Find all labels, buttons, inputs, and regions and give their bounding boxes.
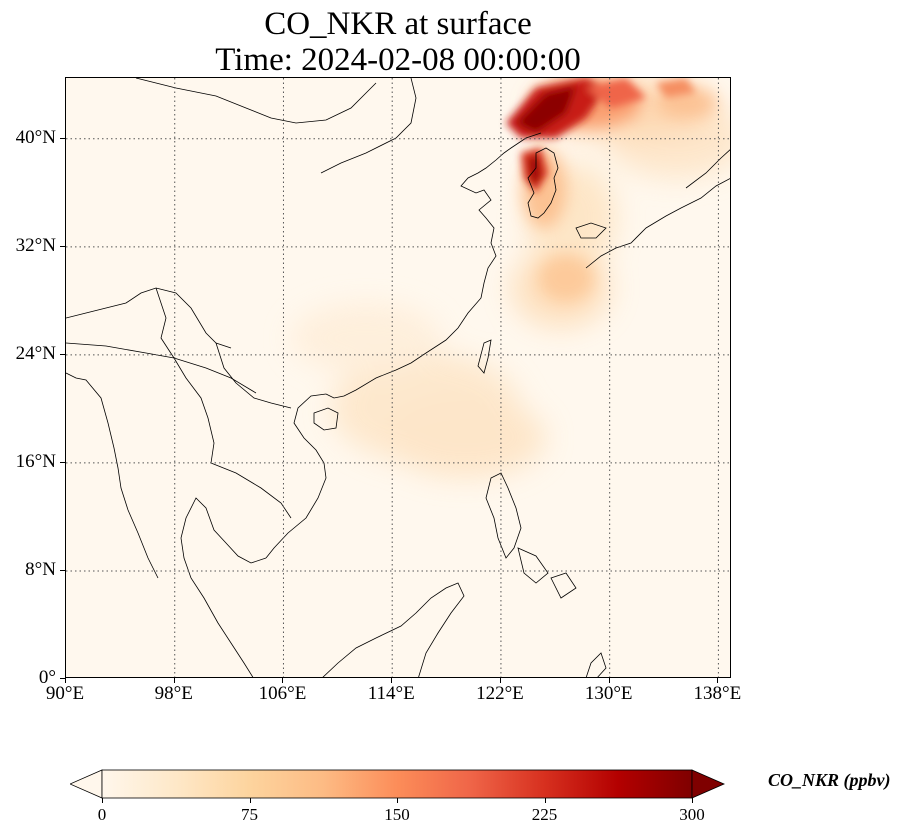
lon-tick-label: 122°E [476, 683, 524, 704]
lat-tick-mark [60, 678, 65, 679]
lat-tick-label: 24°N [15, 342, 56, 364]
lat-tick-mark [60, 353, 65, 355]
lat-tick-label: 16°N [15, 450, 56, 472]
lon-tick-label: 130°E [584, 683, 633, 704]
lon-tick-mark [65, 678, 66, 683]
colorbar-tick-label: 0 [97, 805, 107, 824]
lat-tick-mark [60, 245, 65, 247]
colorbar-extend-low [70, 769, 103, 799]
coastlines-and-borders [66, 78, 730, 677]
lon-tick-label: 106°E [258, 683, 307, 704]
map-title: CO_NKR at surface [264, 6, 532, 42]
lon-tick-label: 90°E [45, 683, 85, 704]
colorbar-title: CO_NKR (ppbv) [768, 770, 891, 790]
colorbar-gradient [101, 769, 693, 799]
lat-tick-label: 0° [38, 667, 56, 688]
lon-tick-mark [499, 678, 501, 683]
lon-tick-label: 98°E [154, 683, 193, 704]
lat-tick-label: 8°N [25, 558, 56, 580]
lat-tick-mark [60, 569, 65, 571]
lat-tick-mark [60, 137, 65, 139]
colorbar-tick-mark [249, 798, 251, 803]
lon-tick-label: 114°E [367, 683, 415, 704]
lon-tick-mark [173, 678, 175, 683]
colorbar-tick-label: 75 [241, 805, 258, 824]
lon-tick-mark [282, 678, 284, 683]
colorbar [70, 769, 725, 799]
co-concentration-field [291, 78, 730, 478]
map-canvas [66, 78, 730, 677]
colorbar-tick-label: 225 [531, 805, 558, 824]
map-panel [65, 77, 731, 678]
colorbar-extend-high [691, 769, 725, 799]
lon-tick-mark [717, 678, 719, 683]
colorbar-tick-label: 300 [679, 805, 705, 824]
lat-tick-label: 40°N [15, 126, 56, 148]
lat-tick-label: 32°N [15, 234, 56, 256]
lon-tick-mark [608, 678, 610, 683]
lat-tick-mark [60, 461, 65, 463]
colorbar-tick-label: 150 [384, 805, 410, 824]
map-subtitle-time: Time: 2024-02-08 00:00:00 [215, 42, 581, 78]
lon-tick-mark [391, 678, 393, 683]
colorbar-tick-mark [102, 798, 103, 803]
colorbar-tick-mark [397, 798, 398, 803]
lon-tick-label: 138°E [693, 683, 742, 704]
colorbar-tick-mark [544, 798, 546, 803]
colorbar-tick-mark [692, 798, 693, 803]
graticule [66, 78, 730, 677]
